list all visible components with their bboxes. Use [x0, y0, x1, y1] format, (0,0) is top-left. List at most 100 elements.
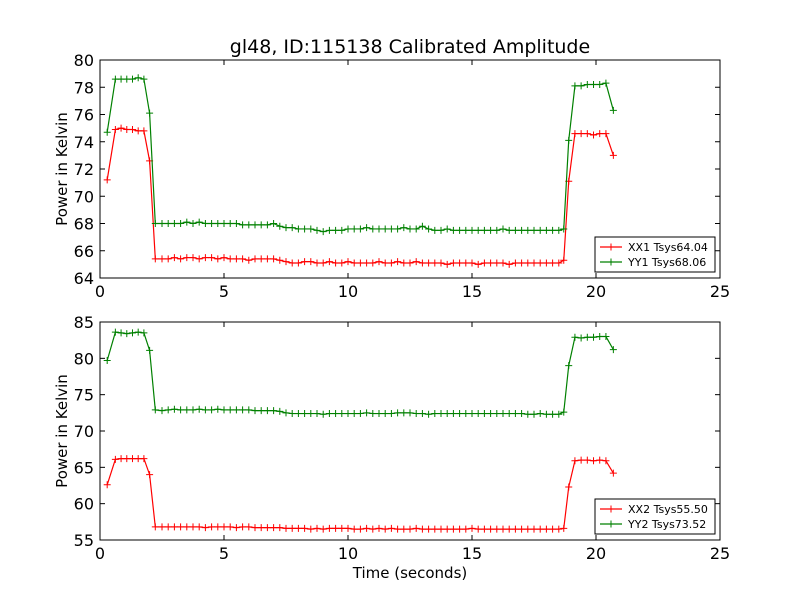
data-point [177, 220, 185, 227]
data-point [609, 106, 617, 114]
data-point [214, 523, 222, 531]
data-point [103, 357, 111, 365]
data-point [117, 124, 125, 132]
data-point [140, 127, 148, 135]
data-point [449, 226, 457, 234]
data-point [493, 525, 501, 533]
data-point [487, 226, 495, 234]
data-point [208, 254, 216, 262]
data-point [437, 226, 445, 234]
data-point [530, 259, 538, 267]
data-point [499, 410, 507, 418]
data-point [313, 410, 321, 418]
data-point [189, 220, 197, 227]
data-point [294, 410, 302, 418]
data-point [565, 362, 573, 370]
data-point [387, 259, 395, 267]
data-point [257, 524, 265, 532]
data-point [555, 226, 563, 234]
data-point [468, 524, 476, 532]
series-markers-0-1 [103, 74, 617, 236]
data-point [208, 406, 216, 414]
data-point [493, 259, 501, 267]
data-point [369, 259, 377, 267]
legend-entry: XX1 Tsys64.04 [628, 241, 708, 254]
data-point [571, 457, 579, 465]
data-point [375, 258, 383, 266]
data-point [480, 525, 488, 533]
data-point [251, 524, 259, 532]
data-point [117, 329, 125, 337]
data-point [394, 409, 402, 417]
data-point [505, 410, 513, 418]
data-point [505, 525, 513, 533]
data-point [462, 226, 470, 234]
y-tick-label: 78 [74, 78, 94, 97]
data-point [332, 410, 340, 418]
data-point [183, 406, 191, 414]
legend-entry: YY2 Tsys73.52 [627, 518, 706, 531]
data-point [226, 406, 234, 414]
data-point [307, 258, 315, 266]
data-point [158, 255, 166, 263]
data-point [549, 226, 557, 234]
data-point [177, 406, 185, 414]
data-point [189, 254, 197, 262]
data-point [344, 258, 352, 266]
data-point [103, 128, 111, 136]
data-point [400, 224, 408, 232]
data-point [338, 226, 346, 234]
data-point [294, 225, 302, 233]
y-tick-label: 65 [74, 458, 94, 477]
data-point [363, 409, 371, 417]
legend: XX1 Tsys64.04 YY1 Tsys68.06 [594, 236, 716, 273]
data-point [288, 259, 296, 267]
data-point [487, 259, 495, 267]
y-tick-label: 76 [74, 106, 94, 125]
data-point [387, 410, 395, 418]
data-point [536, 259, 544, 267]
data-point [319, 525, 327, 533]
data-point [356, 525, 364, 533]
data-point [431, 226, 439, 234]
data-point [257, 221, 265, 229]
data-point [276, 407, 284, 415]
data-point [282, 224, 290, 232]
data-point [319, 410, 327, 418]
data-point [183, 254, 191, 262]
legend: XX2 Tsys55.50 YY2 Tsys73.52 [594, 498, 716, 535]
data-point [590, 131, 598, 139]
data-point [363, 524, 371, 532]
legend-box [594, 498, 716, 535]
legend-marker [607, 243, 615, 251]
data-point [462, 259, 470, 267]
data-point [111, 328, 119, 336]
data-point [524, 259, 532, 267]
data-point [375, 524, 383, 532]
x-tick-label: 20 [586, 282, 606, 301]
data-point [170, 405, 178, 413]
data-point [140, 329, 148, 337]
data-point [158, 407, 166, 415]
data-point [443, 225, 451, 233]
data-point [456, 525, 464, 533]
data-point [542, 410, 550, 418]
data-point [239, 523, 247, 531]
data-point [294, 259, 302, 267]
data-point [245, 221, 253, 229]
data-point [263, 524, 271, 532]
data-point [301, 225, 309, 233]
data-point [307, 225, 315, 233]
data-point [468, 259, 476, 267]
data-point [338, 524, 346, 532]
data-point [239, 255, 247, 263]
data-point [201, 406, 209, 414]
data-point [596, 456, 604, 464]
data-point [412, 410, 420, 418]
data-point [480, 410, 488, 418]
data-point [363, 259, 371, 267]
data-point [201, 254, 209, 262]
data-point [332, 524, 340, 532]
data-point [369, 225, 377, 233]
